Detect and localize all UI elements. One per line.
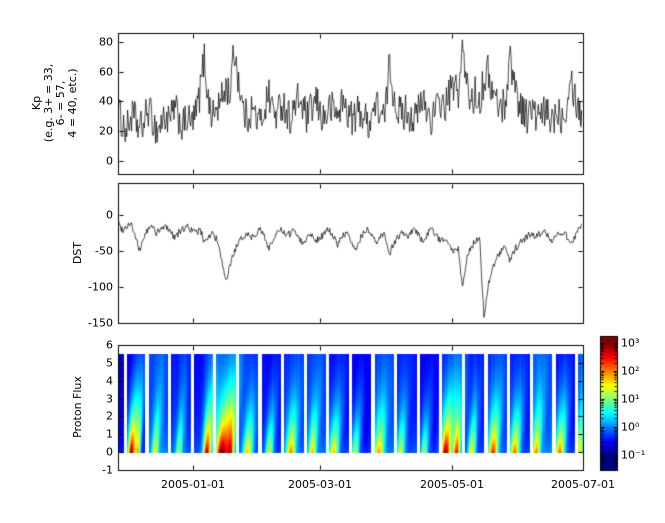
x-tick-label: 2005-01-01 xyxy=(161,478,225,491)
kp-y-tick-label: 60 xyxy=(99,65,113,79)
proton-flux-axis-label: Proton Flux xyxy=(71,376,84,438)
dst-y-tick-label: 0 xyxy=(106,208,113,222)
dst-y-tick-label: -50 xyxy=(95,244,113,258)
x-tick-label: 2005-03-01 xyxy=(288,478,352,491)
x-tick-label: 2005-05-01 xyxy=(420,478,484,491)
dst-y-tick-label: -100 xyxy=(88,280,113,294)
flux-y-tick-label: 0 xyxy=(106,445,113,459)
flux-y-tick-label: -1 xyxy=(102,463,113,477)
kp-y-tick-label: 40 xyxy=(99,94,113,108)
flux-y-tick-label: 3 xyxy=(106,392,113,406)
kp-y-tick-label: 20 xyxy=(99,124,113,138)
flux-y-tick-label: 6 xyxy=(106,338,113,352)
flux-y-tick-label: 1 xyxy=(106,427,113,441)
colorbar-tick-label: 10⁻¹ xyxy=(621,448,646,462)
kp-y-tick-label: 80 xyxy=(99,35,113,49)
flux-y-tick-label: 5 xyxy=(106,356,113,370)
colorbar-tick-label: 10⁰ xyxy=(621,420,640,434)
colorbar-tick-label: 10³ xyxy=(621,336,640,350)
kp-y-tick-label: 0 xyxy=(106,154,113,168)
dst-axis-label: DST xyxy=(71,241,84,265)
dst-y-tick-label: -150 xyxy=(88,316,113,330)
colorbar-tick-label: 10¹ xyxy=(621,392,640,406)
x-tick-label: 2005-07-01 xyxy=(551,478,615,491)
colorbar-tick-label: 10² xyxy=(621,364,640,378)
flux-y-tick-label: 4 xyxy=(106,374,113,388)
kp-axis-label: Kp (e.g. 3+ = 33, 6- = 57, 4 = 40, etc.) xyxy=(30,63,79,143)
flux-y-tick-label: 2 xyxy=(106,409,113,423)
